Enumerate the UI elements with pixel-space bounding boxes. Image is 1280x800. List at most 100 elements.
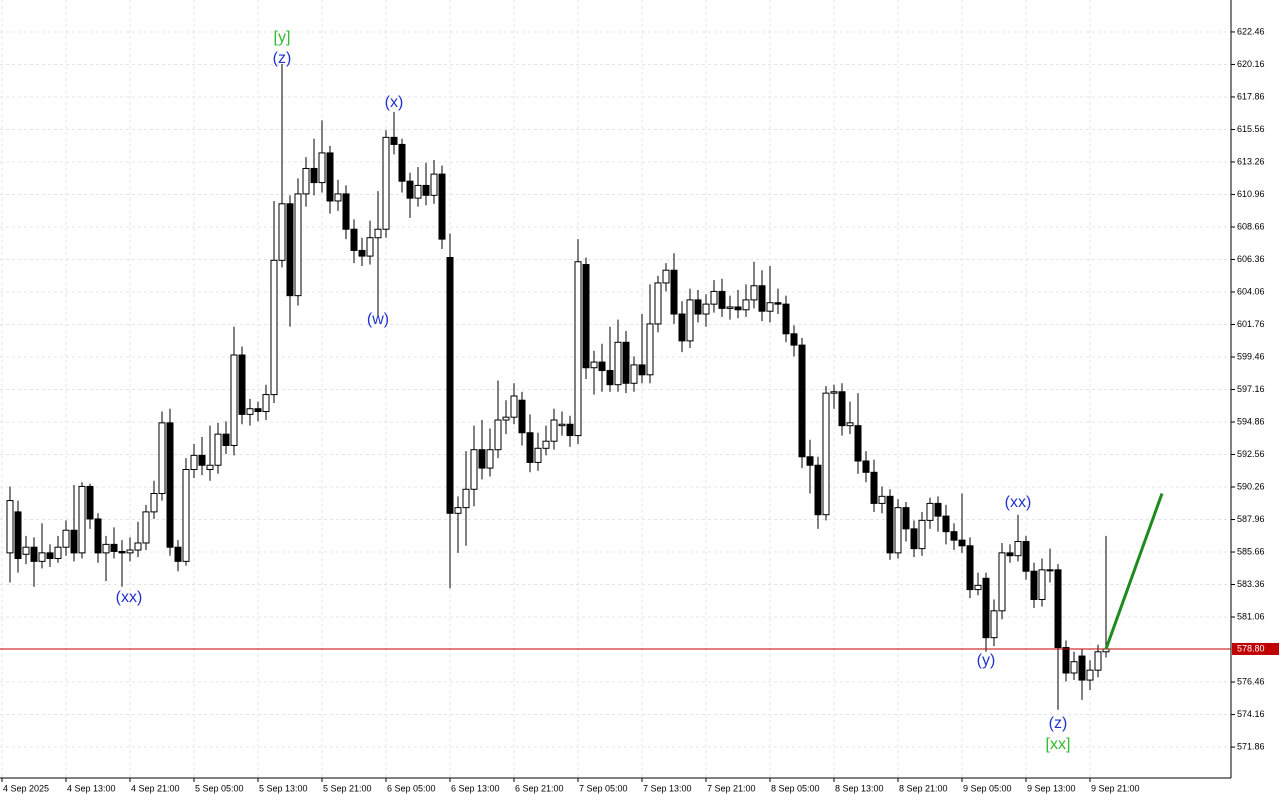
candle-body xyxy=(926,502,934,521)
y-tick-label: 581.06 xyxy=(1237,611,1265,621)
candle-body xyxy=(230,354,238,446)
candle-body xyxy=(574,261,582,437)
candle-body xyxy=(694,299,702,315)
y-tick-label: 594.86 xyxy=(1237,416,1265,426)
candle-body xyxy=(14,511,22,560)
candle-body xyxy=(950,531,958,541)
candle-body xyxy=(94,518,102,554)
wave-label: [xx] xyxy=(1046,736,1071,753)
candle-body xyxy=(622,341,630,384)
candle-body xyxy=(726,306,734,309)
y-tick-label: 617.86 xyxy=(1237,91,1265,101)
candle-body xyxy=(158,422,166,495)
candle-body xyxy=(902,507,910,530)
x-tick-label: 9 Sep 05:00 xyxy=(963,783,1012,793)
candle-body xyxy=(918,519,926,550)
y-tick-label: 599.46 xyxy=(1237,351,1265,361)
candle-body xyxy=(70,529,78,554)
candle-body xyxy=(246,408,254,415)
candle-body xyxy=(654,282,662,325)
candle-body xyxy=(206,464,214,470)
candle-body xyxy=(774,302,782,305)
candle-body xyxy=(134,542,142,551)
wave-label: (x) xyxy=(385,94,404,111)
current-price-box xyxy=(1232,642,1279,655)
y-tick-label: 571.86 xyxy=(1237,741,1265,751)
candle-body xyxy=(254,408,262,413)
candle-body xyxy=(454,507,462,514)
x-tick-label: 8 Sep 13:00 xyxy=(835,783,884,793)
candle-body xyxy=(382,136,390,230)
candle-body xyxy=(1078,655,1086,681)
y-tick-label: 620.16 xyxy=(1237,59,1265,69)
candle-body xyxy=(374,228,382,239)
x-tick-label: 8 Sep 21:00 xyxy=(899,783,948,793)
x-tick-label: 4 Sep 2025 xyxy=(3,783,49,793)
candle-body xyxy=(310,167,318,184)
candle-body xyxy=(782,303,790,335)
candle-body xyxy=(766,302,774,312)
x-tick-label: 7 Sep 13:00 xyxy=(643,783,692,793)
candle-body xyxy=(1006,552,1014,557)
candle-body xyxy=(422,184,430,196)
wave-label: (xx) xyxy=(1005,494,1032,511)
candles xyxy=(6,63,1110,710)
y-tick-label: 590.26 xyxy=(1237,481,1265,491)
candle-body xyxy=(502,416,510,421)
candle-body xyxy=(998,552,1006,612)
candle-body xyxy=(286,203,294,297)
candle-body xyxy=(390,136,398,145)
wave-label: (w) xyxy=(367,311,389,328)
candle-body xyxy=(894,507,902,554)
candle-body xyxy=(214,433,222,466)
candle-body xyxy=(478,449,486,469)
candle-body xyxy=(710,290,718,305)
candle-body xyxy=(174,546,182,562)
candle-body xyxy=(198,454,206,466)
y-tick-label: 608.66 xyxy=(1237,221,1265,231)
x-tick-label: 6 Sep 21:00 xyxy=(515,783,564,793)
candle-body xyxy=(806,456,814,466)
x-tick-label: 6 Sep 13:00 xyxy=(451,783,500,793)
x-tick-label: 7 Sep 21:00 xyxy=(707,783,756,793)
candle-body xyxy=(518,399,526,434)
wave-label: [y] xyxy=(274,29,291,46)
wave-label: (z) xyxy=(273,50,292,67)
candle-body xyxy=(942,515,950,533)
candle-body xyxy=(342,193,350,230)
candle-body xyxy=(614,341,622,386)
candle-body xyxy=(406,180,414,199)
candle-body xyxy=(678,313,686,342)
grid xyxy=(0,0,1231,778)
candle-body xyxy=(1030,570,1038,601)
candle-body xyxy=(6,500,14,554)
wave-label: (z) xyxy=(1049,715,1068,732)
candle-body xyxy=(326,152,334,202)
y-tick-label: 585.66 xyxy=(1237,546,1265,556)
candle-body xyxy=(566,423,574,437)
candle-body xyxy=(1014,541,1022,557)
x-tick-label: 5 Sep 05:00 xyxy=(195,783,244,793)
y-tick-label: 587.96 xyxy=(1237,514,1265,524)
candle-body xyxy=(294,193,302,297)
candle-body xyxy=(510,395,518,418)
candle-body xyxy=(302,167,310,195)
candle-body xyxy=(646,323,654,376)
candle-body xyxy=(366,237,374,257)
candle-body xyxy=(222,433,230,446)
candle-body xyxy=(414,184,422,199)
candle-body xyxy=(822,392,830,516)
y-tick-label: 576.46 xyxy=(1237,676,1265,686)
candle-body xyxy=(438,173,446,240)
candle-body xyxy=(38,552,46,562)
candle-body xyxy=(526,432,534,463)
candle-body xyxy=(958,539,966,547)
candle-body xyxy=(702,303,710,315)
candle-body xyxy=(670,269,678,315)
candle-body xyxy=(934,502,942,517)
candle-body xyxy=(990,610,998,639)
x-tick-label: 9 Sep 21:00 xyxy=(1091,783,1140,793)
x-tick-label: 4 Sep 21:00 xyxy=(131,783,180,793)
y-tick-label: 601.76 xyxy=(1237,319,1265,329)
